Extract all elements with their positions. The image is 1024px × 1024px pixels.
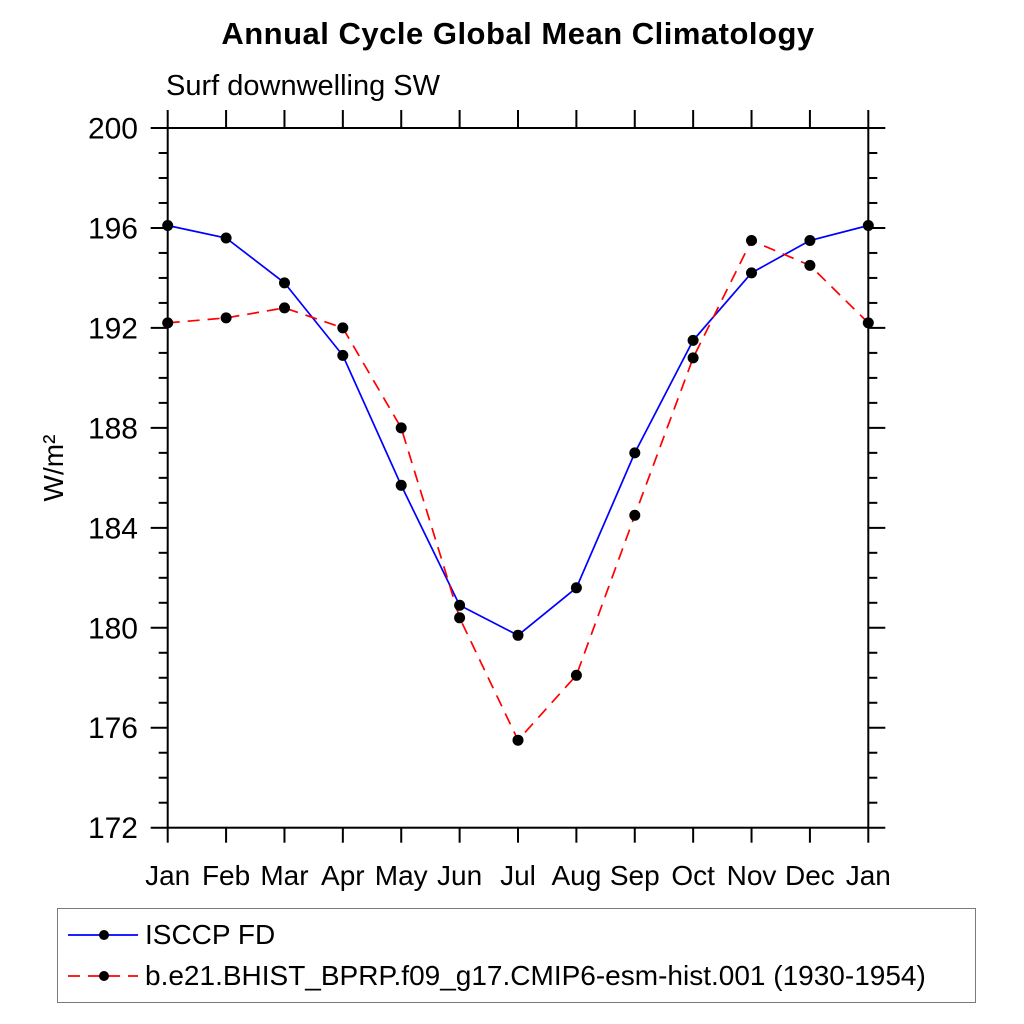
x-tick-label: Aug [551,860,601,891]
data-point-marker [687,352,699,364]
y-tick-label: 172 [88,812,138,845]
y-tick-label: 184 [88,512,138,545]
data-point-marker [746,235,757,246]
series-line-isccp-fd [167,224,869,637]
x-tick-label: Jun [437,860,482,891]
legend-solid-line-icon [68,929,138,940]
data-point-marker [454,612,466,624]
data-point-marker [454,599,466,611]
data-point-marker [512,629,524,641]
data-point-marker [512,734,524,746]
data-point-marker [279,277,290,289]
data-point-marker [804,259,816,271]
data-point-marker [862,317,874,329]
y-tick-label: 200 [88,113,138,146]
x-tick-label: Feb [202,860,250,891]
y-tick-label: 180 [88,612,138,645]
x-tick-label: Oct [671,860,715,891]
y-tick-label: 176 [88,712,138,745]
x-tick-label: Jan [145,860,190,891]
y-tick-label: 188 [88,412,138,445]
legend: ISCCP FD b.e21.BHIST_BPRP.f09_g17.CMIP6-… [57,908,976,1003]
chart-title: Annual Cycle Global Mean Climatology [221,16,815,51]
data-point-marker [279,302,290,314]
plot-frame [166,127,870,829]
data-point-marker [746,267,757,279]
x-tick-label: Apr [321,860,365,891]
x-tick-label: Dec [785,860,835,891]
data-point-marker [337,322,349,334]
data-point-marker [162,220,174,231]
data-point-marker [162,317,174,329]
x-tick-label: May [375,860,428,891]
series-line-b-e21-bhist-bprp-f09-g17-cmip6-esm-hist- [167,239,869,742]
legend-label: ISCCP FD [145,918,276,950]
data-point-marker [862,220,874,231]
data-point-marker [395,479,407,491]
y-tick-label: 196 [88,212,138,245]
legend-item-model-run: b.e21.BHIST_BPRP.f09_g17.CMIP6-esm-hist.… [68,955,975,996]
data-point-marker [570,669,582,681]
legend-label: b.e21.BHIST_BPRP.f09_g17.CMIP6-esm-hist.… [145,959,926,991]
legend-marker-dot [99,929,109,940]
x-tick-label: Nov [727,860,777,891]
x-tick-label: Jul [500,860,536,891]
legend-item-isccp-fd: ISCCP FD [68,914,975,955]
x-tick-label: Sep [610,860,660,891]
x-tick-label: Mar [260,860,308,891]
legend-dashed-line-icon [68,970,138,981]
y-tick-label: 192 [88,312,138,345]
data-point-marker [570,582,582,594]
data-point-marker [629,447,641,459]
data-point-marker [220,232,232,244]
data-point-marker [395,422,407,434]
data-point-marker [337,349,349,361]
data-point-marker [220,312,232,324]
data-point-marker [687,334,699,346]
data-point-marker [629,509,641,521]
legend-marker-dot [99,970,109,981]
data-point-marker [804,235,816,246]
x-tick-label: Jan [846,860,891,891]
chart-subtitle: Surf downwelling SW [166,70,440,102]
